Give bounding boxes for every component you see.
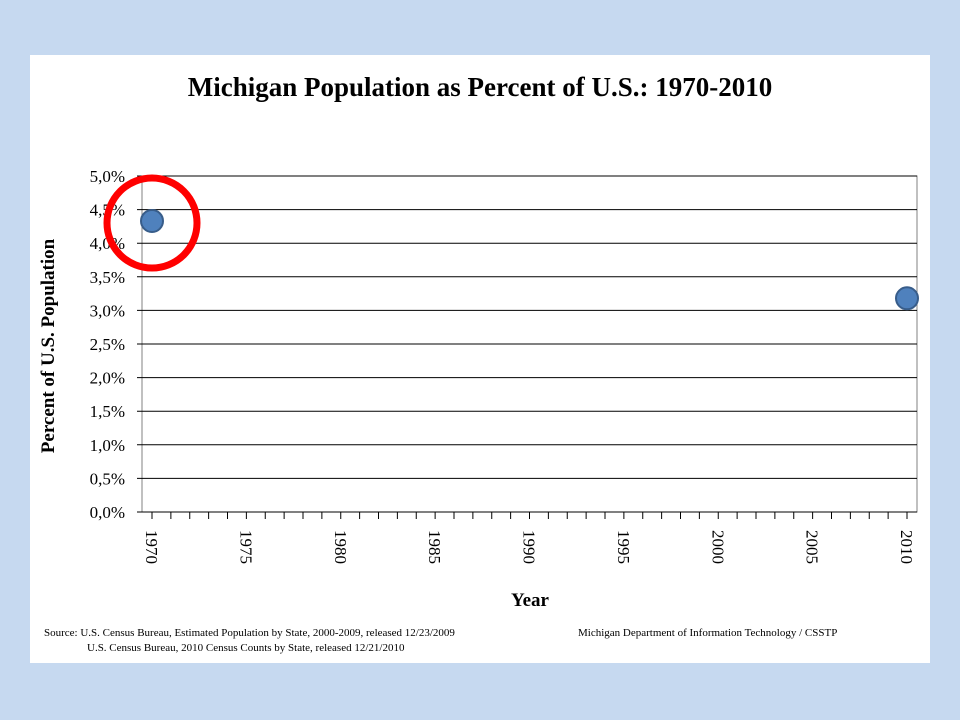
y-tick-label: 3,0% [90, 301, 125, 320]
x-tick-label: 1980 [331, 530, 350, 564]
highlight-circle [103, 174, 201, 272]
y-tick-label: 3,5% [90, 268, 125, 287]
x-tick-label: 1975 [236, 530, 255, 564]
y-tick-label: 0,0% [90, 503, 125, 522]
y-axis-title: Percent of U.S. Population [38, 238, 59, 453]
y-tick-label: 1,0% [90, 436, 125, 455]
x-tick-label: 1995 [614, 530, 633, 564]
y-tick-label: 2,0% [90, 369, 125, 388]
data-point [140, 209, 164, 234]
data-point [895, 286, 919, 311]
y-tick-label: 2,5% [90, 335, 125, 354]
x-tick-label: 1985 [425, 530, 444, 564]
y-tick-label: 1,5% [90, 402, 125, 421]
source-credit: Michigan Department of Information Techn… [578, 627, 838, 639]
x-tick-label: 2005 [803, 530, 822, 564]
x-tick-label: 1970 [142, 530, 161, 564]
y-tick-label: 0,5% [90, 469, 125, 488]
annotations [103, 174, 201, 272]
x-axis-title: Year [511, 590, 550, 611]
x-tick-label: 2000 [708, 530, 727, 564]
chart-title: Michigan Population as Percent of U.S.: … [187, 72, 773, 102]
grid-layer [137, 175, 918, 519]
data-points [140, 209, 919, 311]
x-tick-label: 2010 [897, 530, 916, 564]
chart-panel [30, 55, 930, 663]
x-tick-labels: 1970 1975 1980 1985 1990 1995 2000 2005 2010 [142, 530, 916, 564]
y-tick-label: 5,0% [90, 167, 125, 186]
x-tick-label: 1990 [520, 530, 539, 564]
source-line-1: Source: U.S. Census Bureau, Estimated Po… [44, 627, 455, 639]
source-line-2: U.S. Census Bureau, 2010 Census Counts b… [87, 642, 405, 654]
